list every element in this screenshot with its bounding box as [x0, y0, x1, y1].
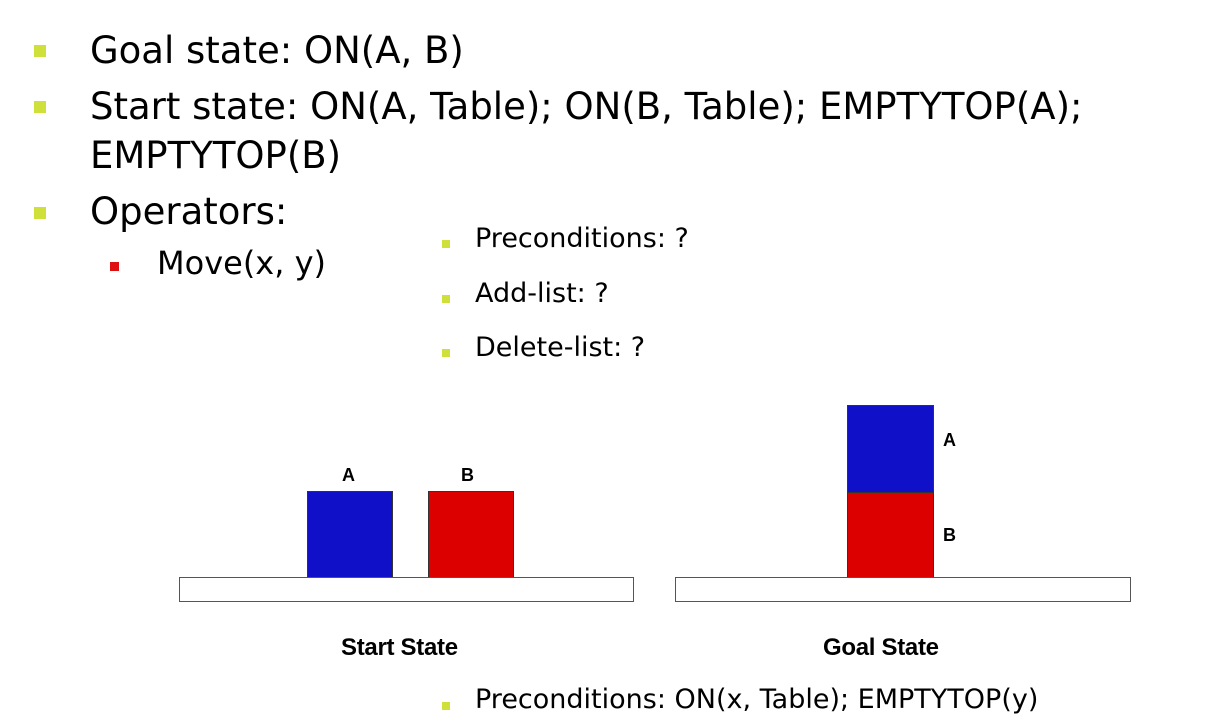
block-b	[428, 491, 514, 578]
block-b-label: B	[943, 525, 956, 545]
table-surface	[179, 577, 634, 602]
sub-bullet-marker	[110, 262, 119, 271]
bullet-marker	[34, 45, 46, 57]
start-state-text-cont: EMPTYTOP(B)	[90, 134, 342, 177]
preconditions-text: Preconditions: ?	[475, 223, 689, 254]
sub-sub-bullet-marker	[442, 295, 450, 303]
block-b-label: B	[461, 465, 474, 485]
start-state-text: Start state: ON(A, Table); ON(B, Table);…	[90, 85, 1083, 128]
goal-state-text: Goal state: ON(A, B)	[90, 29, 464, 72]
sub-sub-bullet-marker	[442, 702, 450, 710]
table-surface	[675, 577, 1131, 602]
block-a-label: A	[342, 465, 355, 485]
bullet-marker	[34, 101, 46, 113]
sub-sub-bullet-marker	[442, 349, 450, 357]
block-a-label: A	[943, 430, 956, 450]
block-a	[307, 491, 393, 578]
block-b	[847, 492, 934, 578]
goal-state-caption: Goal State	[823, 634, 939, 661]
preconditions-answer-text: Preconditions: ON(x, Table); EMPTYTOP(y)	[475, 684, 1039, 715]
move-operator-text: Move(x, y)	[157, 244, 326, 282]
add-list-text: Add-list: ?	[475, 278, 609, 309]
start-state-caption: Start State	[341, 634, 458, 661]
operators-text: Operators:	[90, 190, 288, 233]
block-a	[847, 405, 934, 493]
delete-list-text: Delete-list: ?	[475, 332, 646, 363]
sub-sub-bullet-marker	[442, 240, 450, 248]
bullet-marker	[34, 207, 46, 219]
